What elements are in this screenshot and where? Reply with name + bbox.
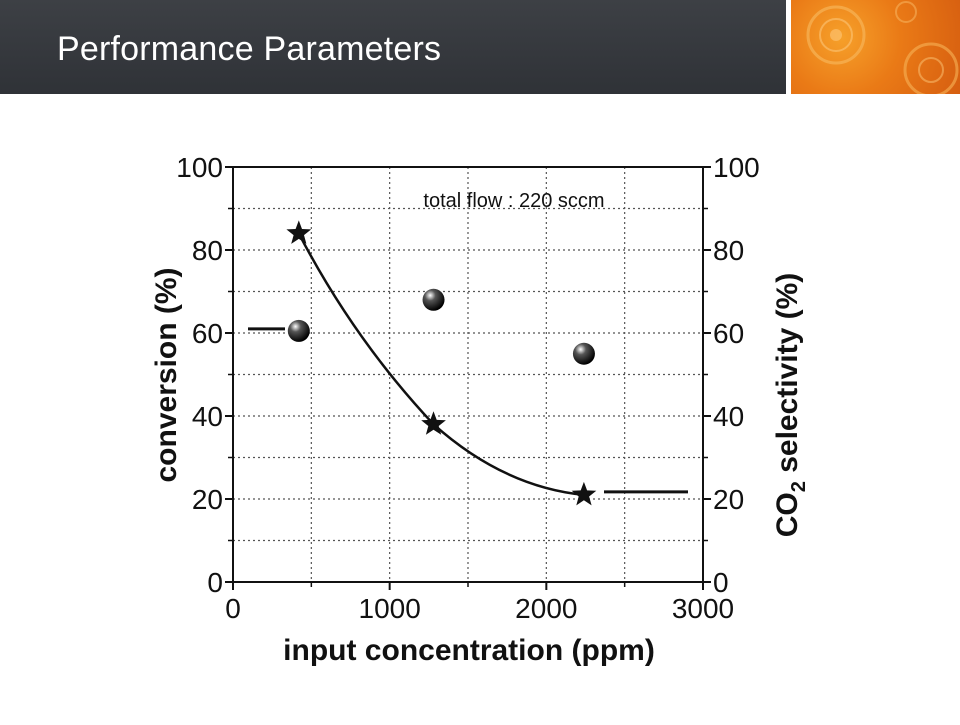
x-axis-label: input concentration (ppm) [283, 634, 655, 667]
y-tick-label-left: 80 [192, 235, 223, 266]
decorative-circles-icon [806, 1, 959, 94]
y-tick-label-left: 0 [207, 567, 223, 598]
y-tick-label-right: 20 [713, 484, 744, 515]
sphere-marker [572, 342, 595, 365]
annotation-text: total flow : 220 sccm [423, 190, 604, 212]
y-axis-label-left: conversion (%) [150, 267, 183, 482]
y-tick-label-left: 60 [192, 318, 223, 349]
x-tick-label: 2000 [515, 593, 577, 624]
slide-title: Performance Parameters [57, 30, 442, 68]
y-tick-label-right: 60 [713, 318, 744, 349]
y-tick-label-right: 80 [713, 235, 744, 266]
header-bar: Performance Parameters [0, 0, 786, 94]
x-tick-label: 0 [225, 593, 241, 624]
x-tick-label: 3000 [672, 593, 734, 624]
y-tick-label-right: 100 [713, 152, 760, 183]
y-tick-label-left: 100 [176, 152, 223, 183]
x-tick-label: 1000 [359, 593, 421, 624]
y-axis-label-right: CO2 selectivity (%) [771, 273, 810, 538]
y-tick-label-right: 40 [713, 401, 744, 432]
y-tick-label-right: 0 [713, 567, 729, 598]
y-tick-label-left: 20 [192, 484, 223, 515]
sphere-marker [287, 319, 310, 342]
y-tick-label-left: 40 [192, 401, 223, 432]
sphere-marker [422, 288, 445, 311]
marks-layer [248, 220, 688, 506]
grid-layer [233, 167, 703, 582]
star-marker [286, 220, 312, 244]
star-marker [421, 411, 446, 435]
star-marker [571, 481, 597, 506]
decorative-accent-panel [791, 0, 960, 94]
fit-curve [297, 232, 585, 497]
